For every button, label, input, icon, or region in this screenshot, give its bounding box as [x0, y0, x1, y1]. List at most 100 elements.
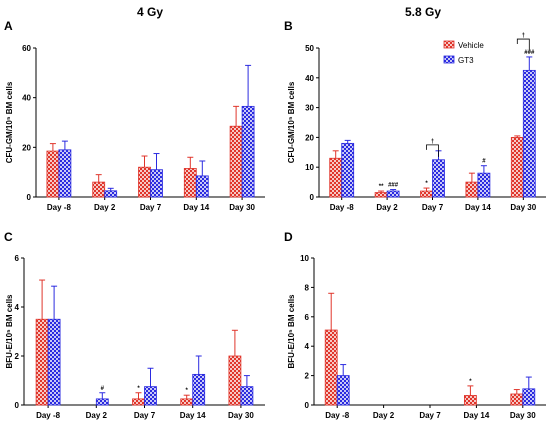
y-tick-label: 10	[300, 254, 309, 263]
y-axis-label: CFU-GM/10⁵ BM cells	[287, 81, 296, 163]
panel-a-cfu-gm-4gy: 0 20 40 60 CFU-GM/10⁵ BM cells Day -8 Day 2 Day…	[5, 44, 265, 212]
y-tick-label: 60	[22, 44, 31, 53]
y-tick-label: 0	[15, 401, 20, 410]
y-tick-label: 4	[305, 342, 310, 351]
legend-swatch-vehicle	[443, 40, 455, 49]
significance-marker: #	[482, 159, 486, 165]
x-tick-label: Day -8	[325, 411, 350, 420]
bar-vehicle	[463, 395, 477, 406]
bar-gt3	[150, 169, 163, 198]
x-tick-label: Day -8	[36, 411, 61, 420]
y-tick-label: 20	[305, 133, 314, 142]
bar-gt3	[95, 398, 109, 406]
panel-c-bfu-e-4gy: 0 2 4 6 BFU-E/10⁵ BM cells Day -8 Day 2 Day 7 Da…	[5, 254, 265, 420]
bar-vehicle	[229, 125, 243, 198]
y-tick-label: 40	[22, 94, 31, 103]
bar-gt3	[477, 172, 491, 198]
y-tick-label: 50	[305, 44, 314, 53]
panel-label-b: B	[284, 19, 293, 33]
y-tick-label: 10	[305, 163, 314, 172]
x-tick-label: Day 7	[140, 203, 162, 212]
significance-marker: **	[379, 184, 384, 190]
bar-gt3	[47, 318, 61, 406]
column-title-4gy: 4 Gy	[137, 5, 163, 19]
bar-gt3	[240, 386, 254, 406]
x-tick-label: Day 2	[373, 411, 395, 420]
y-tick-label: 8	[305, 283, 310, 292]
y-tick-label: 0	[305, 401, 310, 410]
y-tick-label: 4	[15, 303, 20, 312]
bar-vehicle	[510, 136, 524, 198]
bar-gt3	[432, 159, 445, 198]
panel-b-cfu-gm-5-8gy: 0 10 20 30 40 50 CFU-GM/10⁵ BM cells Day -8 Day …	[287, 33, 546, 212]
legend-label-gt3: GT3	[458, 56, 474, 65]
bar-vehicle	[92, 181, 106, 198]
bar-gt3	[192, 373, 206, 406]
x-tick-label: Day 2	[376, 203, 398, 212]
x-tick-label: Day 30	[229, 203, 255, 212]
x-tick-label: Day 14	[464, 411, 490, 420]
bar-gt3	[58, 149, 72, 198]
bar-vehicle	[35, 318, 49, 406]
bracket-marker: †	[431, 139, 434, 145]
x-tick-label: Day 14	[180, 411, 206, 420]
bar-gt3	[195, 175, 209, 198]
bar-vehicle	[465, 181, 479, 198]
bar-gt3	[336, 375, 350, 406]
x-tick-label: Day 30	[510, 203, 536, 212]
bar-gt3	[241, 105, 255, 198]
x-tick-label: Day 14	[183, 203, 209, 212]
bar-vehicle	[510, 393, 524, 406]
comparison-bracket	[516, 38, 530, 52]
bar-vehicle	[180, 398, 194, 406]
x-tick-label: Day 2	[94, 203, 116, 212]
y-tick-label: 6	[305, 313, 310, 322]
bar-vehicle	[138, 166, 151, 198]
column-title-5-8gy: 5.8 Gy	[405, 5, 441, 19]
y-tick-label: 2	[15, 352, 20, 361]
y-tick-label: 0	[27, 193, 32, 202]
panel-label-d: D	[284, 230, 293, 244]
bar-vehicle	[132, 398, 145, 406]
significance-marker: #	[101, 386, 105, 392]
bar-vehicle	[46, 150, 60, 198]
y-tick-label: 6	[15, 254, 20, 263]
legend-label-vehicle: Vehicle	[458, 41, 484, 50]
x-tick-label: Day 7	[422, 203, 444, 212]
y-axis-label: BFU-E/10⁵ BM cells	[287, 294, 296, 369]
bar-gt3	[522, 388, 536, 406]
y-tick-label: 30	[305, 104, 314, 113]
significance-marker: *	[469, 379, 472, 385]
bar-vehicle	[329, 157, 343, 198]
bar-gt3	[386, 190, 400, 198]
bar-vehicle	[324, 329, 338, 406]
panel-label-c: C	[4, 230, 13, 244]
x-tick-label: Day 30	[510, 411, 536, 420]
bar-vehicle	[374, 192, 388, 198]
bar-vehicle	[228, 355, 242, 406]
bracket-marker: †	[522, 33, 525, 39]
x-tick-label: Day 7	[134, 411, 156, 420]
x-tick-label: Day 14	[465, 203, 491, 212]
x-tick-label: Day 2	[86, 411, 108, 420]
y-tick-label: 0	[310, 193, 315, 202]
y-axis-label: CFU-GM/10⁵ BM cells	[5, 81, 14, 163]
bar-vehicle	[183, 168, 197, 198]
y-tick-label: 40	[305, 74, 314, 83]
comparison-bracket	[426, 144, 439, 157]
significance-marker: ###	[388, 183, 399, 189]
x-tick-label: Day 7	[419, 411, 441, 420]
significance-marker: *	[137, 386, 140, 392]
bar-gt3	[341, 142, 355, 198]
bar-vehicle	[420, 190, 433, 198]
legend: Vehicle GT3	[443, 40, 484, 65]
significance-marker: *	[425, 181, 428, 187]
bar-gt3	[144, 386, 157, 406]
significance-marker: ###	[524, 50, 535, 56]
x-tick-label: Day 30	[228, 411, 254, 420]
panel-d-bfu-e-5-8gy: 0 2 4 6 8 10 BFU-E/10⁵ BM cells Day -8 Day 2 Day …	[287, 254, 546, 420]
panel-label-a: A	[4, 19, 13, 33]
legend-swatch-gt3	[443, 55, 455, 64]
bar-gt3	[104, 190, 118, 198]
